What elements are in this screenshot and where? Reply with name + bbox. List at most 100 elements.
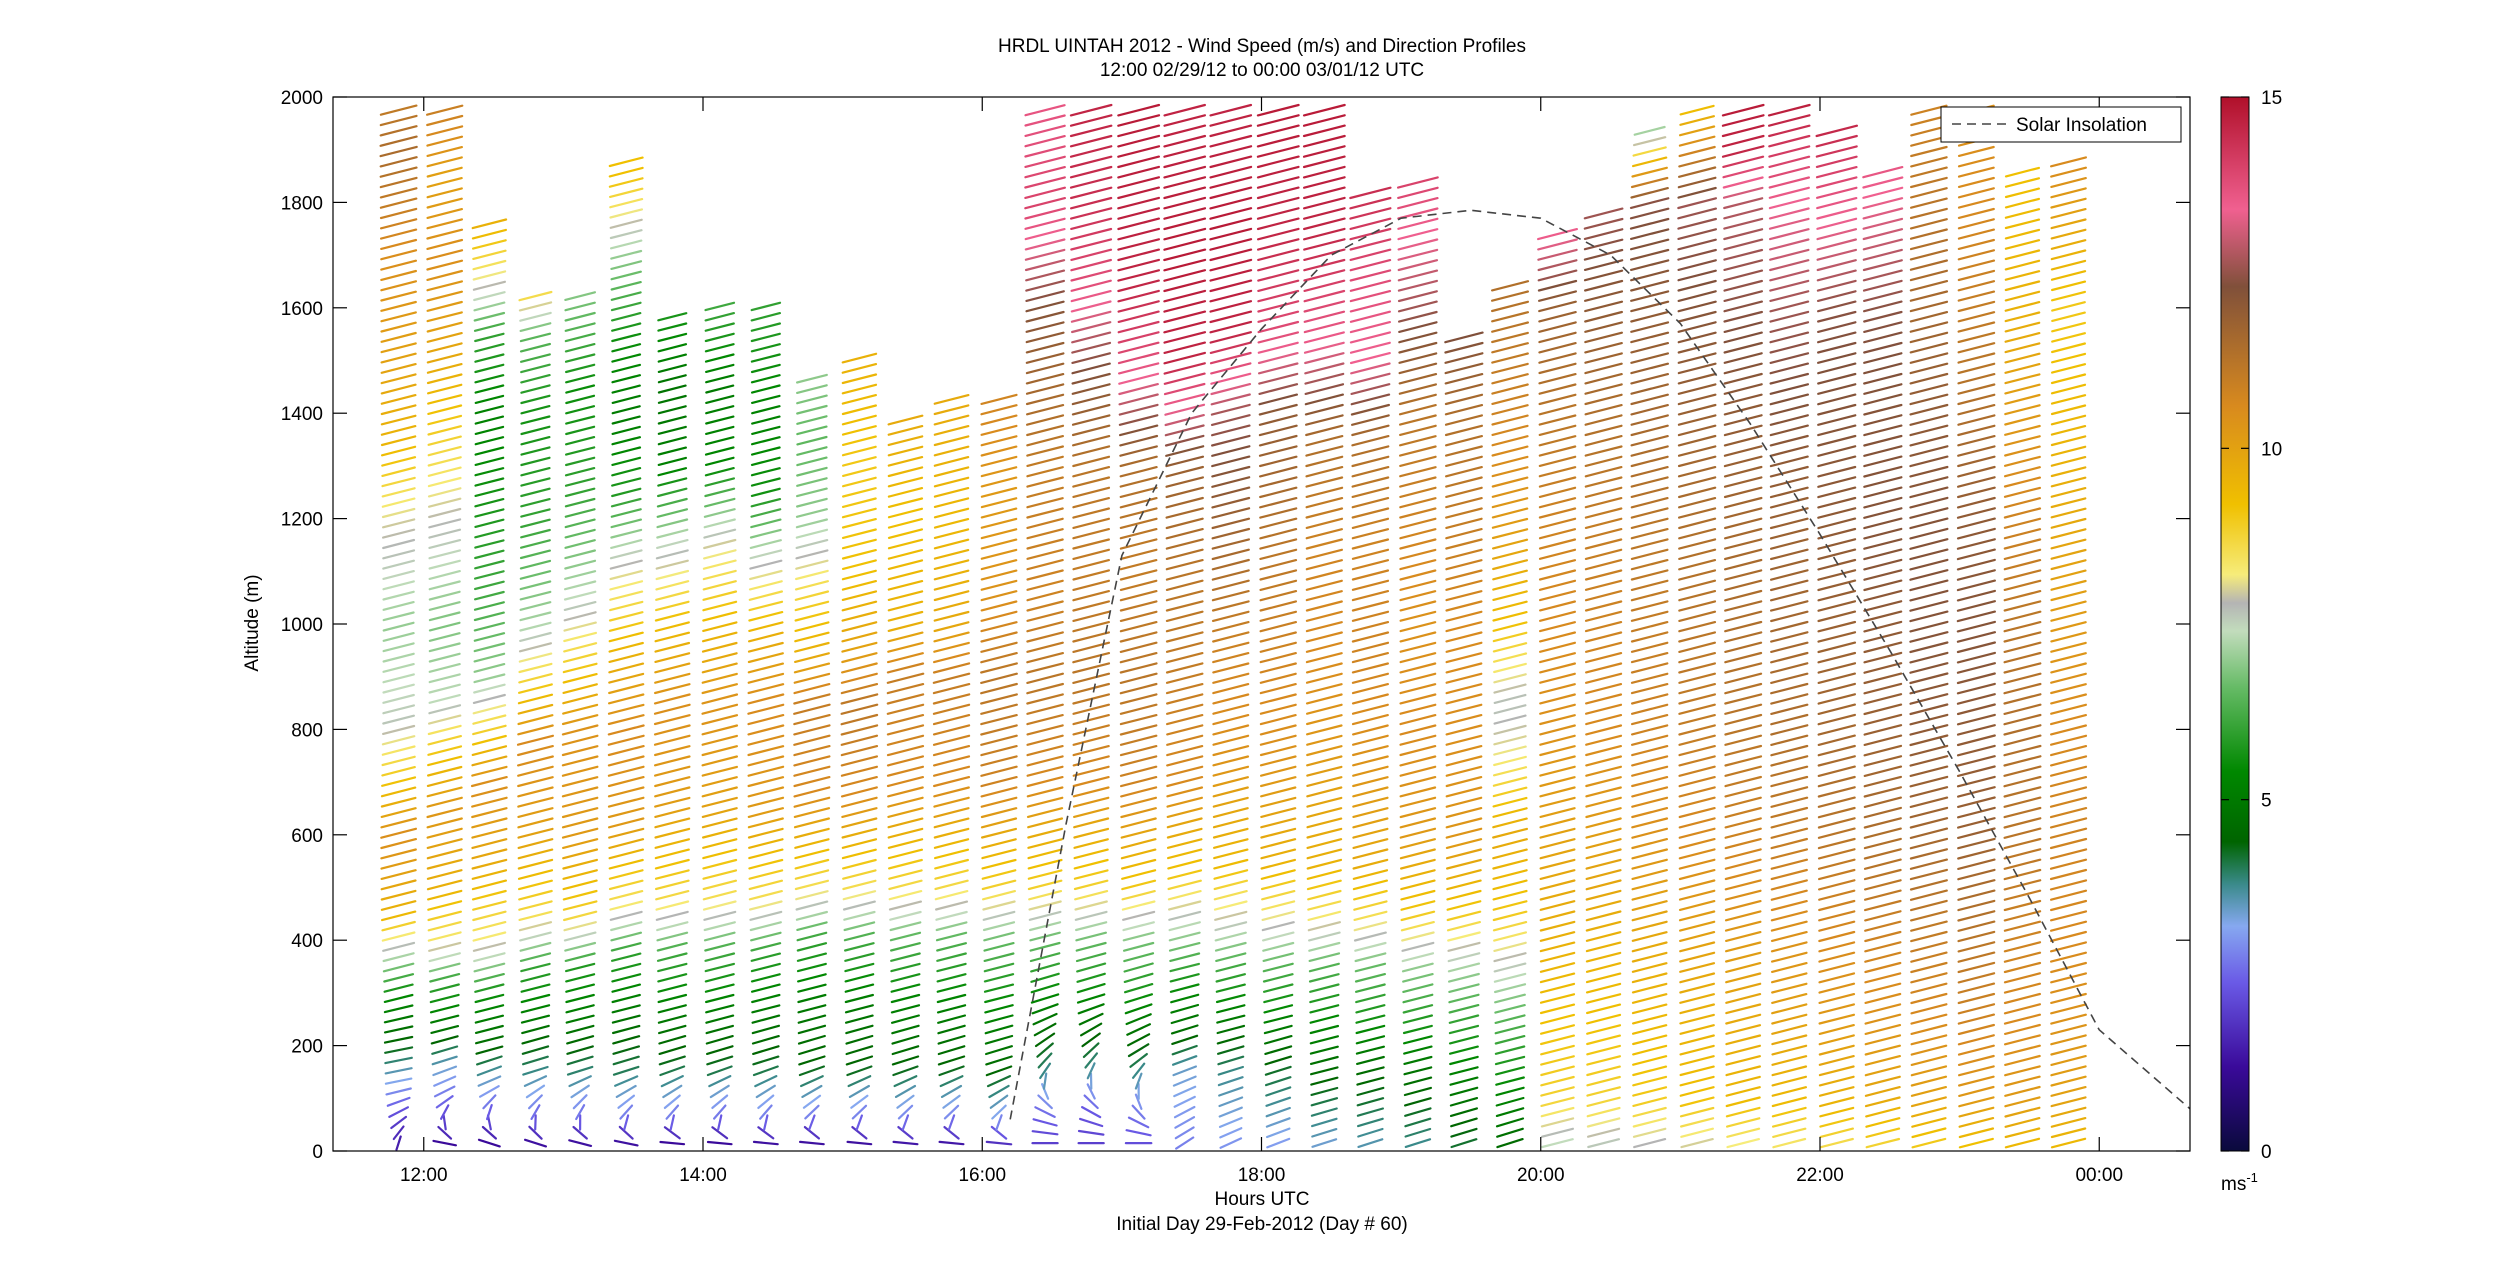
wind-barb — [1073, 540, 1109, 549]
wind-barb — [1123, 912, 1154, 920]
wind-barb — [1726, 777, 1761, 786]
wind-barb — [521, 540, 550, 547]
wind-barb — [1074, 725, 1109, 734]
wind-barb — [1679, 601, 1715, 610]
wind-barb — [1261, 705, 1296, 714]
wind-barb — [1167, 767, 1202, 776]
wind-barb — [1910, 560, 1947, 570]
wind-barb — [1123, 902, 1155, 910]
wind-barb — [1353, 798, 1387, 807]
wind-barb — [1351, 219, 1391, 229]
wind-barb — [2051, 622, 2085, 631]
wind-barb — [1865, 973, 1900, 982]
wind-barb — [1351, 364, 1389, 374]
wind-barb — [659, 417, 686, 424]
wind-barb — [1958, 798, 1995, 807]
wind-barb — [522, 427, 550, 434]
wind-barb — [1586, 653, 1621, 662]
wind-barb — [985, 995, 1013, 1002]
wind-barb — [1167, 508, 1203, 517]
wind-barb — [842, 767, 877, 776]
wind-barb — [1118, 229, 1159, 239]
wind-barb — [2006, 261, 2039, 270]
wind-barb — [1772, 1015, 1806, 1024]
wind-barb — [1400, 447, 1436, 456]
wind-profile-19 — [1258, 105, 1299, 1147]
wind-barb — [749, 757, 784, 766]
wind-barb — [1447, 736, 1482, 745]
wind-barb — [1772, 839, 1807, 848]
wind-barb — [1770, 178, 1809, 188]
wind-barb — [1587, 912, 1621, 921]
wind-barb — [1960, 1129, 1993, 1138]
wind-barb — [382, 808, 416, 817]
wind-barb — [1586, 633, 1621, 642]
wind-barb — [1305, 364, 1343, 374]
wind-barb — [566, 509, 595, 516]
wind-barb — [895, 1076, 917, 1086]
wind-barb — [1865, 663, 1902, 673]
wind-barb — [703, 819, 737, 828]
wind-barb — [1447, 881, 1480, 890]
wind-barb — [611, 912, 642, 920]
wind-barb — [1820, 1046, 1854, 1055]
wind-barb — [1540, 436, 1576, 445]
wind-barb — [1447, 643, 1482, 652]
wind-barb — [1913, 1139, 1946, 1147]
wind-barb — [1358, 1098, 1383, 1105]
wind-barb — [475, 633, 504, 641]
wind-barb — [1586, 746, 1621, 755]
wind-barb — [1864, 405, 1901, 415]
wind-barb — [1262, 881, 1295, 889]
wind-barb — [703, 726, 737, 735]
wind-barb — [431, 1005, 458, 1012]
wind-barb — [945, 1106, 958, 1119]
wind-barb — [938, 995, 965, 1002]
wind-barb — [706, 478, 734, 485]
wind-barb — [1133, 1106, 1145, 1119]
wind-barb — [1958, 601, 1995, 611]
wind-barb — [2052, 498, 2086, 507]
wind-barb — [1027, 467, 1062, 476]
wind-barb — [985, 954, 1014, 961]
wind-barb — [667, 1106, 678, 1119]
wind-barb — [935, 447, 969, 456]
wind-barb — [1497, 1108, 1523, 1116]
wind-barb — [476, 375, 504, 382]
wind-barb — [937, 964, 965, 971]
wind-barb — [796, 622, 829, 631]
wind-barb — [1073, 684, 1109, 693]
wind-barb — [1492, 281, 1528, 290]
wind-barb — [1125, 964, 1153, 972]
wind-barb — [566, 964, 594, 971]
wind-barb — [563, 746, 598, 755]
wind-barb — [1025, 208, 1064, 218]
wind-barb — [1866, 1098, 1900, 1107]
wind-barb — [1121, 808, 1155, 817]
wind-barb — [2051, 664, 2086, 673]
wind-barb — [384, 633, 414, 641]
wind-barb — [1447, 767, 1482, 776]
wind-barb — [563, 798, 597, 807]
wind-barb — [1307, 633, 1342, 642]
wind-barb — [1304, 239, 1344, 249]
wind-barb — [1168, 829, 1202, 838]
wind-barb — [1771, 632, 1807, 641]
wind-barb — [1725, 312, 1762, 322]
wind-barb — [2052, 240, 2086, 249]
wind-barb — [1353, 808, 1387, 817]
wind-barb — [566, 985, 594, 992]
wind-barb — [751, 530, 781, 538]
wind-barb — [383, 922, 415, 930]
wind-barb — [566, 489, 594, 496]
wind-barb — [1073, 415, 1109, 424]
wind-barb — [1959, 1046, 1994, 1055]
wind-barb — [658, 489, 686, 496]
wind-barb — [749, 653, 783, 662]
wind-barb — [1446, 447, 1482, 456]
wind-barb — [620, 1106, 632, 1119]
wind-barb — [1959, 374, 1995, 383]
wind-barb — [939, 1036, 965, 1044]
wind-profile-25 — [1538, 229, 1577, 1147]
wind-barb — [2005, 891, 2040, 900]
